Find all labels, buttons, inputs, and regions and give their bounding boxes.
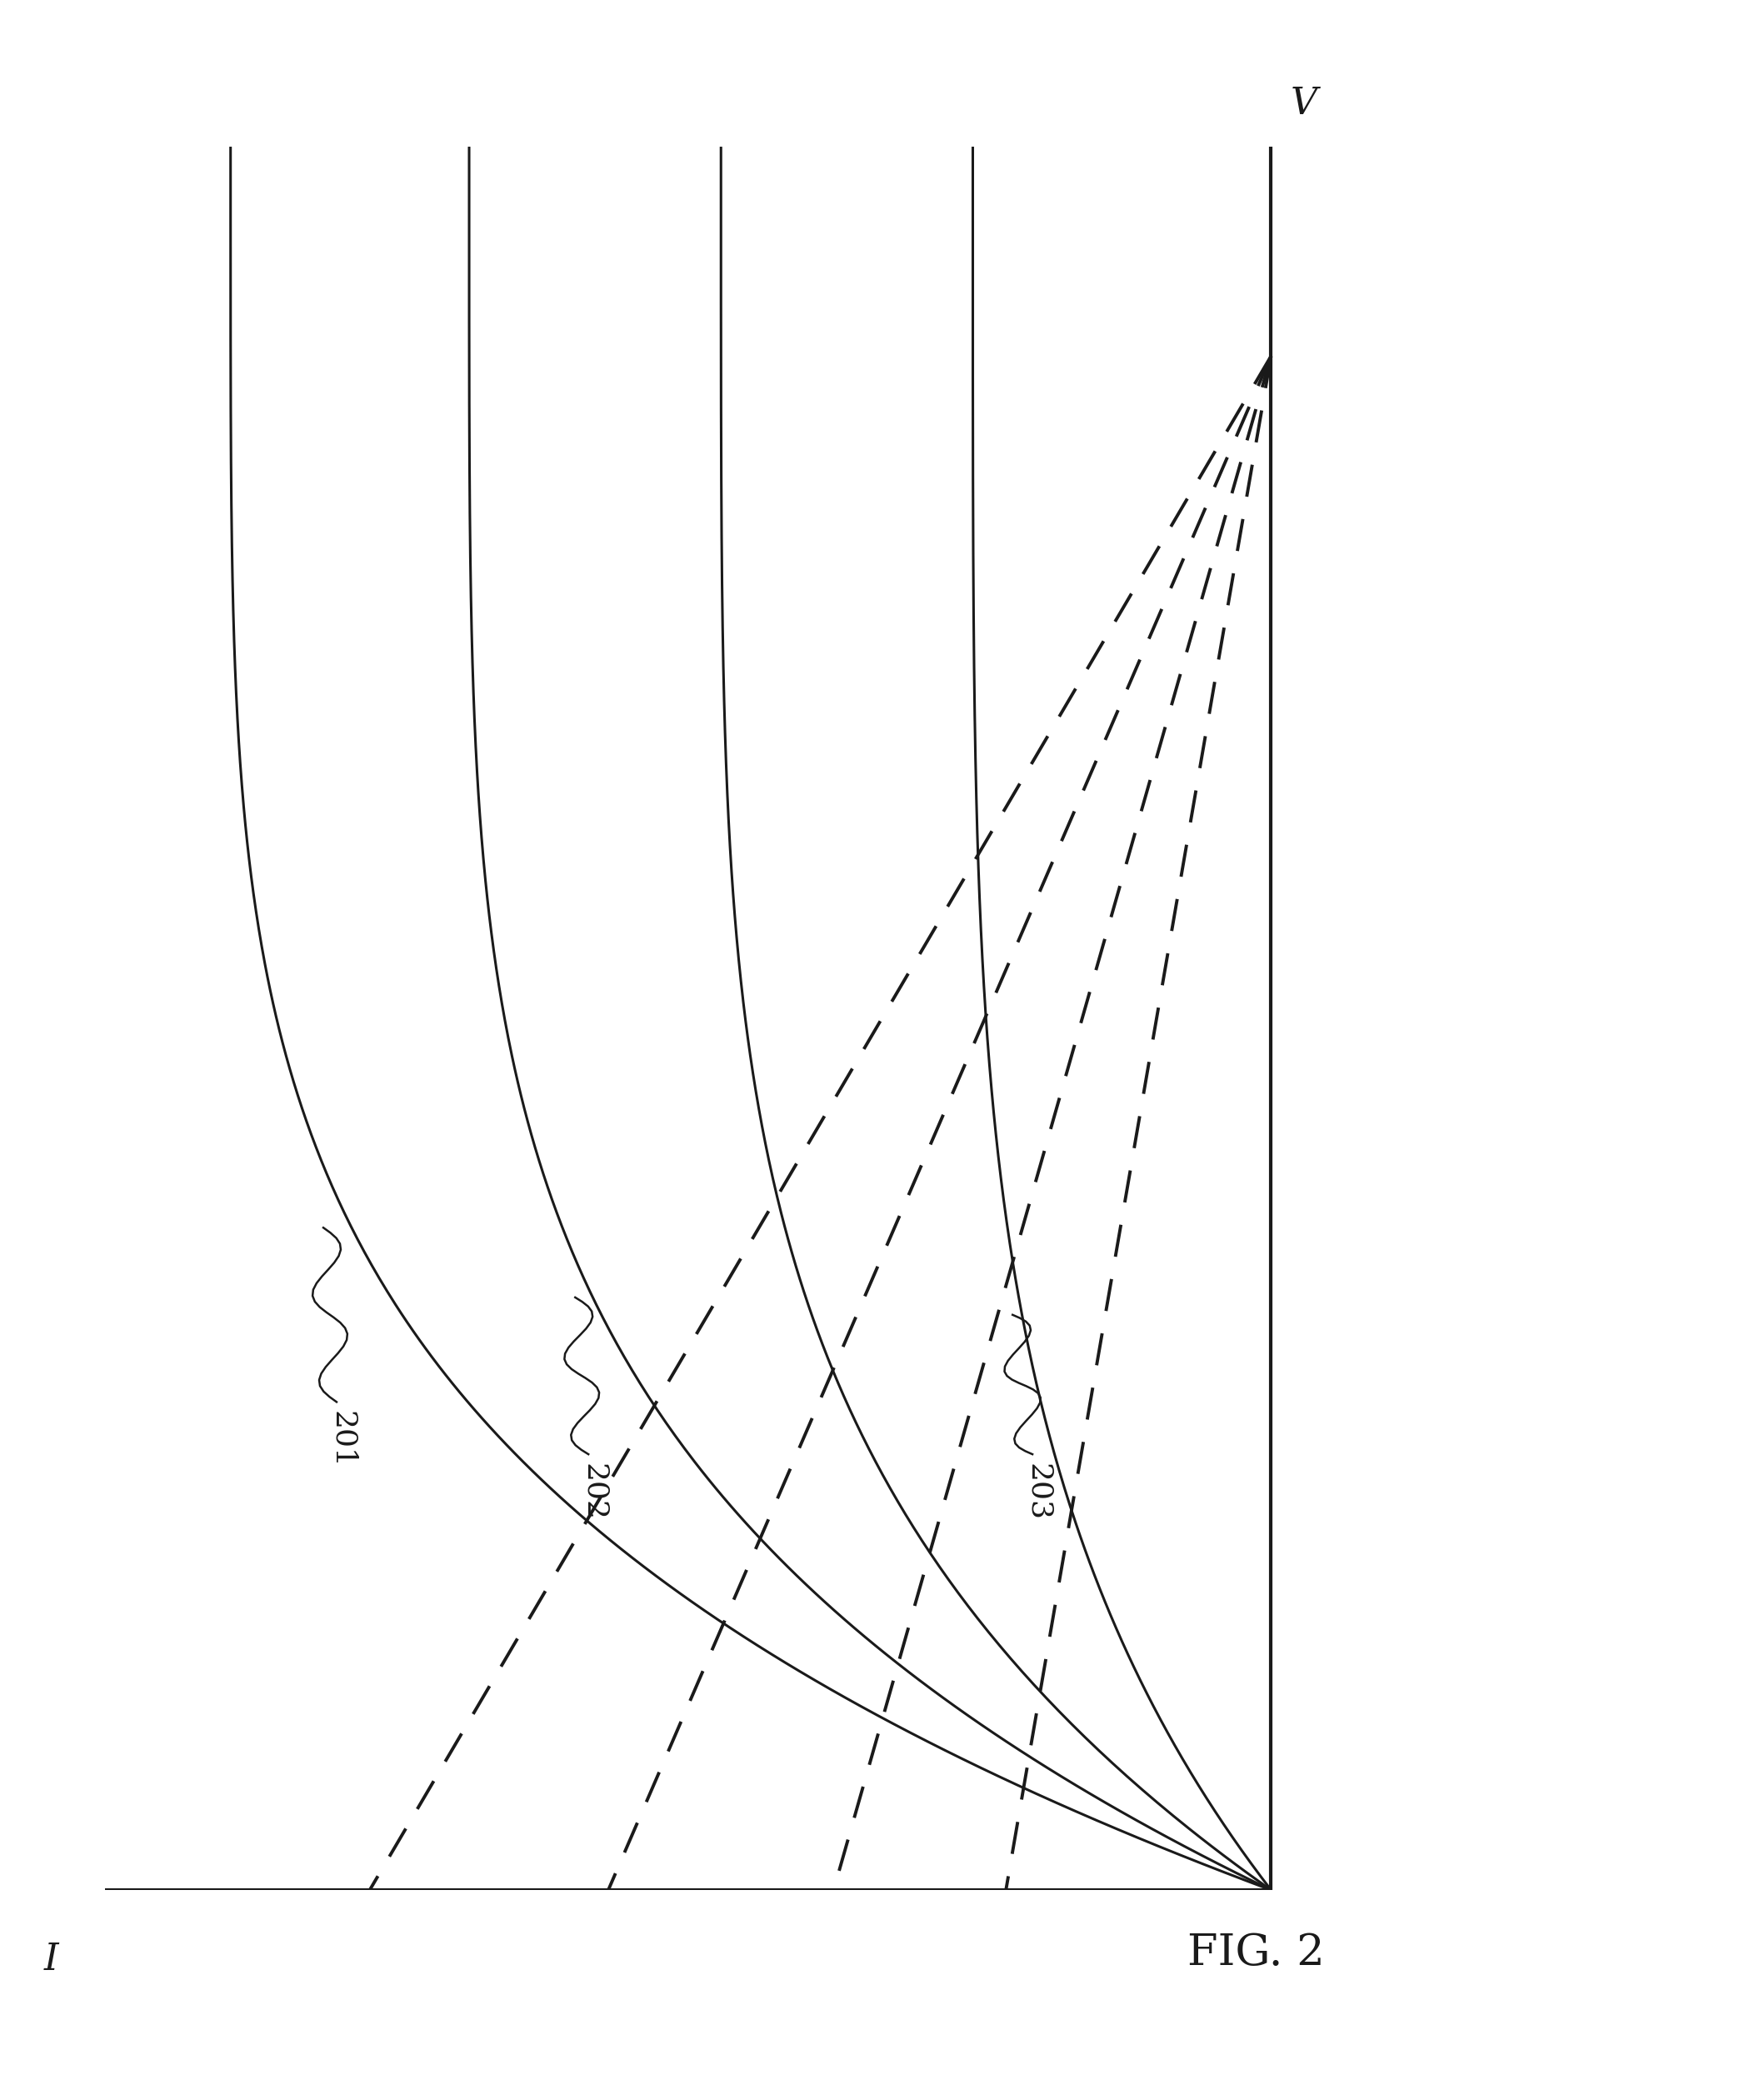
Text: 203: 203 bbox=[1024, 1464, 1052, 1520]
Text: 202: 202 bbox=[581, 1464, 609, 1520]
Text: V: V bbox=[1291, 86, 1317, 122]
Text: 201: 201 bbox=[328, 1411, 356, 1468]
Text: FIG. 2: FIG. 2 bbox=[1188, 1932, 1324, 1974]
Text: I: I bbox=[44, 1942, 59, 1978]
